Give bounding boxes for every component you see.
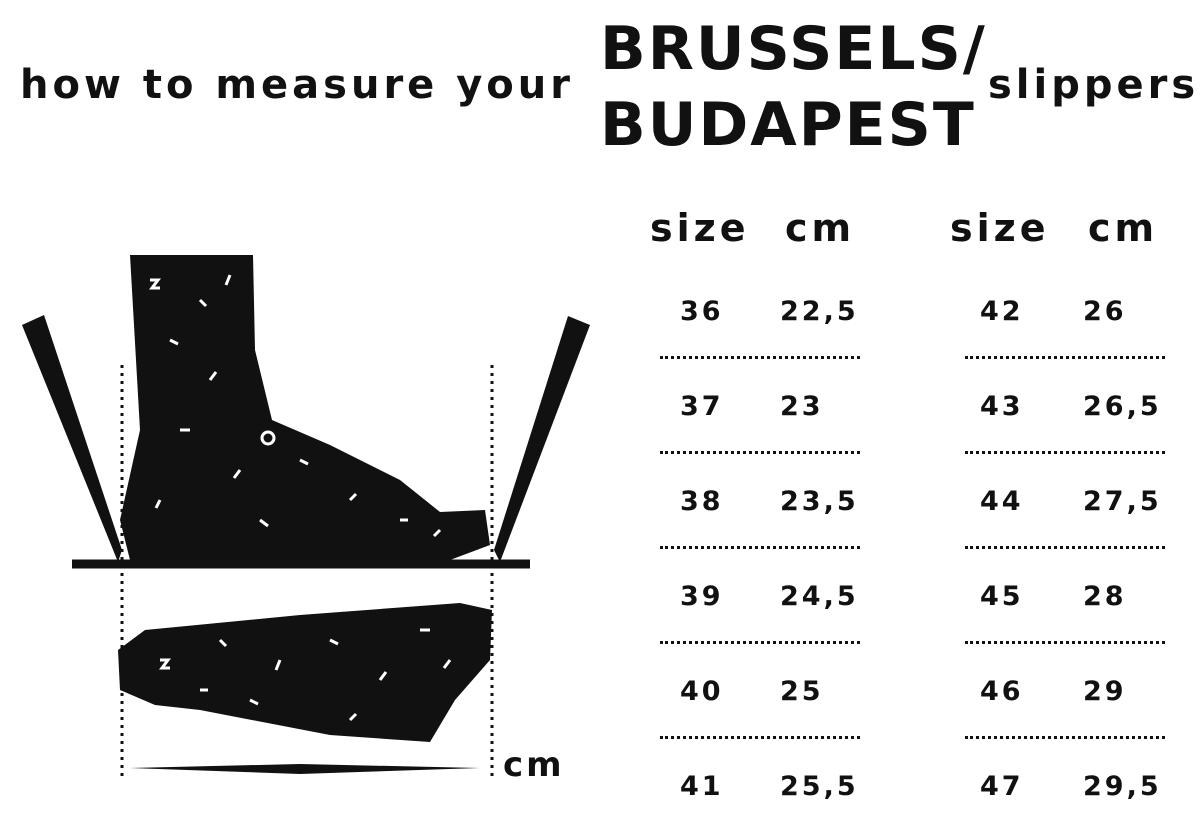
cm-value: 22,5 xyxy=(780,296,859,327)
size-value: 41 xyxy=(680,771,724,802)
size-value: 42 xyxy=(980,296,1024,327)
cm-value: 23 xyxy=(780,391,824,422)
row-divider xyxy=(660,641,860,644)
row-divider xyxy=(660,356,860,359)
size-value: 38 xyxy=(680,486,724,517)
cm-value: 23,5 xyxy=(780,486,859,517)
title-trail: slippers xyxy=(988,62,1200,108)
row-divider xyxy=(965,546,1165,549)
size-value: 45 xyxy=(980,581,1024,612)
row-divider xyxy=(660,736,860,739)
foot-side-icon xyxy=(120,255,490,560)
title-lead: how to measure your xyxy=(20,62,574,108)
row-divider xyxy=(965,356,1165,359)
row-divider xyxy=(660,546,860,549)
size-value: 46 xyxy=(980,676,1024,707)
header-size: size xyxy=(650,206,750,250)
size-value: 47 xyxy=(980,771,1024,802)
row-divider xyxy=(965,641,1165,644)
header-cm: cm xyxy=(1088,206,1159,250)
header-cm: cm xyxy=(785,206,856,250)
size-value: 37 xyxy=(680,391,724,422)
cm-value: 29,5 xyxy=(1083,771,1162,802)
foot-top-icon xyxy=(118,603,492,742)
cm-value: 25,5 xyxy=(780,771,859,802)
cm-value: 25 xyxy=(780,676,824,707)
size-value: 39 xyxy=(680,581,724,612)
row-divider xyxy=(660,451,860,454)
row-divider xyxy=(965,451,1165,454)
cm-value: 26,5 xyxy=(1083,391,1162,422)
size-value: 36 xyxy=(680,296,724,327)
cm-value: 28 xyxy=(1083,581,1127,612)
size-value: 44 xyxy=(980,486,1024,517)
length-arrow xyxy=(130,764,480,774)
cm-value: 29 xyxy=(1083,676,1127,707)
model-name-line1: BRUSSELS/ xyxy=(600,14,987,84)
measuring-illustration xyxy=(22,255,590,780)
header-size: size xyxy=(950,206,1050,250)
cm-value: 26 xyxy=(1083,296,1127,327)
size-value: 40 xyxy=(680,676,724,707)
cm-value: 24,5 xyxy=(780,581,859,612)
size-value: 43 xyxy=(980,391,1024,422)
unit-label: cm xyxy=(503,745,565,785)
pencil-icon xyxy=(22,315,590,562)
cm-value: 27,5 xyxy=(1083,486,1162,517)
model-name-line2: BUDAPEST xyxy=(600,90,976,160)
row-divider xyxy=(965,736,1165,739)
